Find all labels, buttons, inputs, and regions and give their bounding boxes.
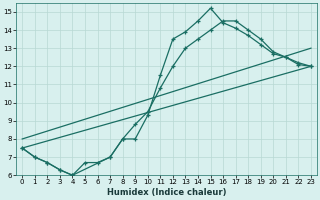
- X-axis label: Humidex (Indice chaleur): Humidex (Indice chaleur): [107, 188, 226, 197]
